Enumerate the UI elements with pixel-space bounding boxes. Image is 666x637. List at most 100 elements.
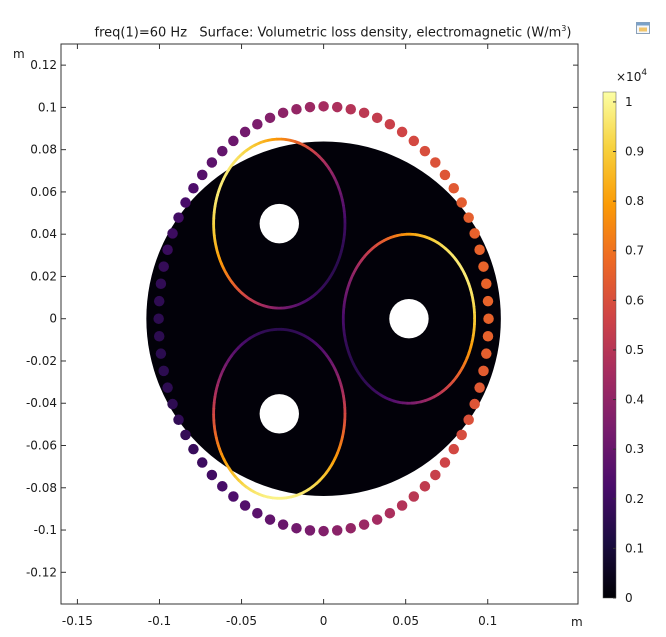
window-toolbar-icon[interactable] [636,22,650,34]
y-tick-label: -0.04 [26,396,57,410]
armour-wire [291,103,302,115]
sheath-segment-right [397,400,403,405]
y-tick-label: 0.08 [30,143,57,157]
sheath-segment-right [388,397,395,403]
armour-wire [474,244,485,256]
sheath-segment-lower-left [257,330,264,335]
armour-wire [469,398,480,410]
sheath-segment-upper-left [342,210,347,218]
armour-wire [469,228,480,239]
sheath-segment-right [391,234,398,239]
armour-wire [196,457,208,468]
sheath-segment-lower-left [216,378,221,387]
sheath-segment-upper-left [342,234,346,242]
armour-wire [264,112,276,124]
armour-wire [482,295,494,307]
sheath-segment-upper-left [281,306,288,310]
armour-wire [408,491,420,502]
armour-wire [419,145,431,157]
sheath-segment-right [344,289,349,297]
surface-label-suffix: ) [566,25,572,41]
armour-wire [291,522,302,534]
colorbar-tick-label: 0.2 [625,492,644,506]
sheath-segment-upper-left [266,138,273,142]
armour-wire [463,212,474,223]
sheath-segment-right [343,336,348,344]
colorbar-tick-label: 0.7 [625,244,644,258]
armour-wire [358,519,370,530]
armour-wire [153,313,164,324]
armour-wire [167,228,178,239]
sheath-segment-upper-left [214,194,219,202]
sheath-segment-upper-left [290,304,297,309]
y-tick-label: 0.06 [30,185,57,199]
sheath-segment-lower-left [339,435,344,444]
y-axis-unit: m [13,47,25,61]
sheath-segment-upper-left [341,240,346,248]
armour-wire [196,169,208,181]
sheath-segment-right [342,306,346,314]
sheath-segment-right [420,399,426,404]
sheath-segment-upper-left [337,187,343,196]
conductor-core-upper-left [259,203,299,244]
sheath-segment-lower-left [341,430,346,438]
sheath-segment-right [471,329,476,337]
sheath-segment-right [342,324,346,332]
sheath-segment-upper-left [271,137,278,142]
armour-wire [384,507,396,519]
x-tick-label: 0.05 [392,614,419,628]
armour-wire [252,118,263,130]
colorbar: ×104 1 0.9 0.8 0.7 0.6 0.5 0.4 0.3 0.2 0.1 0 [602,68,647,605]
sheath-segment-upper-left [289,138,296,143]
sheath-segment-upper-left [257,140,264,145]
armour-wire [371,514,383,525]
sheath-segment-lower-left [285,328,291,332]
armour-wire [318,525,329,537]
sheath-segment-upper-left [216,188,221,196]
sheath-segment-lower-left [212,419,216,427]
colorbar-ticks: 1 0.9 0.8 0.7 0.6 0.5 0.4 0.3 0.2 0.1 0 [613,95,644,605]
sheath-segment-upper-left [216,252,221,260]
armour-wire [239,500,251,511]
armour-wire [478,261,489,272]
sheath-segment-lower-left [212,401,216,409]
armour-wire [358,107,370,119]
plot-frame [60,43,579,605]
sheath-segment-lower-left [212,395,217,404]
sheath-segment-upper-left [262,139,269,144]
y-tick-label: -0.1 [34,523,57,537]
sheath-segment-right [415,400,422,405]
x-tick-label: -0.05 [226,614,257,628]
sheath-segment-lower-left [285,495,292,500]
armour-wire [439,457,451,468]
armour-wire [252,507,263,519]
frequency-label: freq(1)=60 Hz [94,25,188,41]
armour-wire [158,261,169,272]
armour-wire [481,348,492,359]
sheath-segment-lower-left [212,425,217,433]
armour-wire [206,157,218,168]
sheath-segment-upper-left [285,138,291,142]
armour-wire [162,244,173,256]
sheath-segment-lower-left [289,329,296,334]
sheath-segment-lower-left [214,384,219,392]
sheath-segment-right [472,305,476,313]
sheath-segment-lower-left [339,383,344,391]
sheath-segment-right [401,232,407,237]
colorbar-ramp [602,91,617,599]
x-tick-label: 0.1 [478,614,497,628]
sheath-segment-lower-left [337,378,343,386]
sheath-segment-upper-left [294,302,301,307]
x-tick-label: -0.15 [62,614,93,628]
unit-exponent: 3 [561,24,567,33]
armour-wire [162,382,173,393]
colorbar-unit: ×104 [616,68,647,84]
armour-wire [155,348,167,359]
y-tick-label: -0.02 [26,354,57,368]
armour-wire [206,469,218,481]
sheath-segment-upper-left [214,246,220,254]
x-axis-unit: m [571,615,583,629]
sheath-segment-lower-left [216,442,221,450]
armour-wire [277,107,289,119]
sheath-segment-right [343,295,348,303]
